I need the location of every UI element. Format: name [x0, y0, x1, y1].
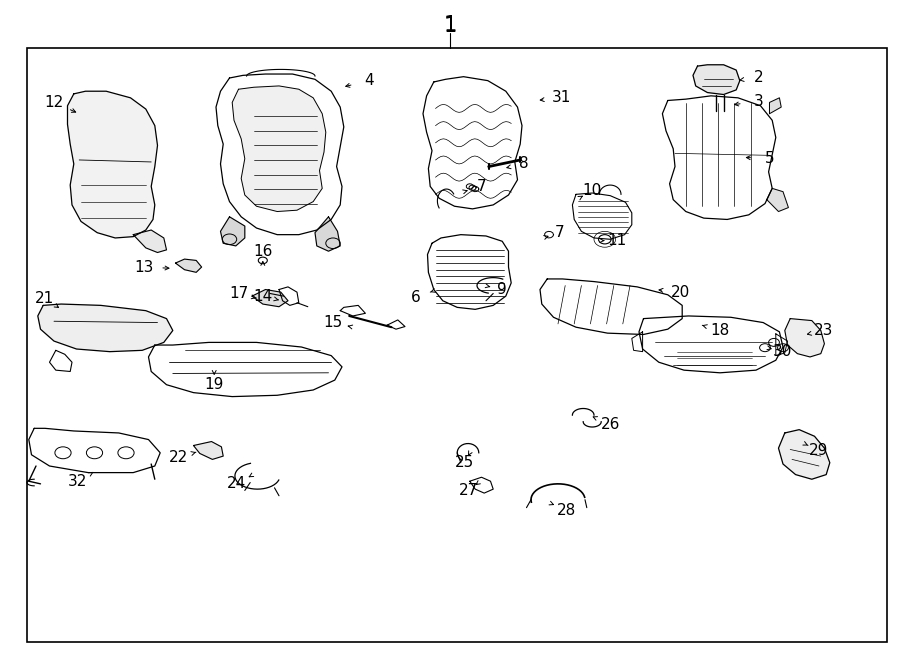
Polygon shape [194, 442, 223, 459]
Polygon shape [176, 259, 202, 272]
Text: 10: 10 [582, 183, 602, 198]
Polygon shape [770, 98, 781, 114]
Text: 24: 24 [227, 477, 247, 491]
Polygon shape [778, 430, 830, 479]
Text: 25: 25 [454, 455, 474, 470]
Text: 8: 8 [519, 157, 528, 171]
Polygon shape [572, 193, 632, 239]
Text: 12: 12 [44, 95, 64, 110]
Text: 27: 27 [458, 483, 478, 498]
Polygon shape [785, 319, 824, 357]
Text: 6: 6 [411, 290, 420, 305]
Text: 23: 23 [814, 323, 833, 338]
Polygon shape [423, 77, 522, 209]
Text: 7: 7 [477, 179, 486, 194]
Text: 16: 16 [253, 244, 273, 258]
Polygon shape [148, 342, 342, 397]
Text: 1: 1 [444, 15, 456, 35]
Polygon shape [252, 290, 288, 307]
Polygon shape [38, 304, 173, 352]
Text: 5: 5 [765, 151, 774, 166]
Text: 4: 4 [364, 73, 373, 88]
Text: 11: 11 [607, 233, 626, 248]
Text: 26: 26 [600, 417, 620, 432]
Polygon shape [662, 96, 776, 219]
Text: 3: 3 [754, 94, 763, 108]
Polygon shape [232, 86, 326, 212]
Polygon shape [767, 188, 788, 212]
Text: 2: 2 [754, 70, 763, 85]
Text: 21: 21 [35, 292, 55, 306]
Text: 19: 19 [204, 377, 224, 392]
Polygon shape [220, 217, 245, 246]
Polygon shape [68, 91, 158, 238]
Polygon shape [540, 279, 682, 334]
Text: 1: 1 [444, 17, 456, 36]
Text: 20: 20 [670, 285, 690, 299]
Text: 14: 14 [253, 289, 273, 303]
Text: 28: 28 [557, 503, 577, 518]
Text: 15: 15 [323, 315, 343, 330]
Polygon shape [133, 230, 166, 253]
Text: 13: 13 [134, 260, 154, 274]
Text: 18: 18 [710, 323, 730, 338]
Polygon shape [639, 316, 783, 373]
Text: 30: 30 [773, 344, 793, 359]
Polygon shape [216, 74, 344, 235]
Text: 22: 22 [168, 450, 188, 465]
Text: 31: 31 [552, 91, 572, 105]
Text: 29: 29 [809, 444, 829, 458]
Text: 17: 17 [229, 286, 248, 301]
Text: 32: 32 [68, 474, 87, 488]
Text: 9: 9 [498, 282, 507, 297]
Polygon shape [428, 235, 511, 309]
Polygon shape [315, 217, 340, 251]
Text: 7: 7 [555, 225, 564, 240]
Polygon shape [29, 428, 160, 473]
Polygon shape [693, 65, 740, 95]
